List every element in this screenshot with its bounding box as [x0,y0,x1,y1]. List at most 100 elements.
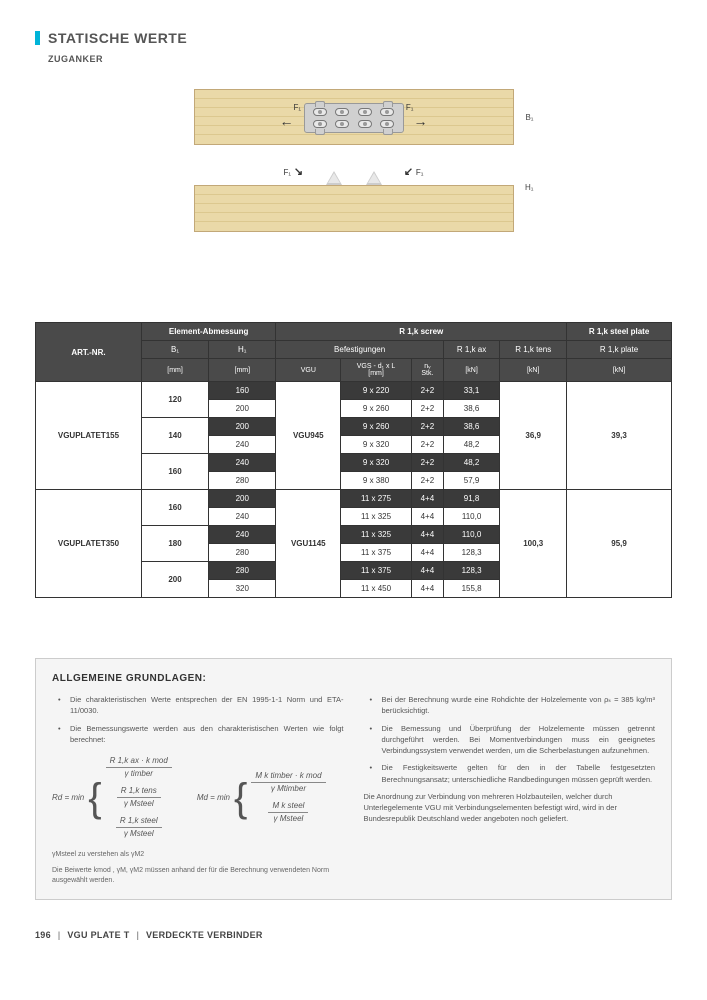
cell-rtens: 36,9 [500,382,567,490]
cell-vgs: 9 x 320 [341,454,412,472]
notes-col-right: Bei der Berechnung wurde eine Rohdichte … [364,694,656,885]
dim-b1: B₁ [525,113,533,122]
accent-bar [35,31,40,45]
page-title: STATISCHE WERTE [48,30,187,46]
page-footer: 196 | VGU PLATE T | VERDECKTE VERBINDER [35,930,672,940]
cell-nv: 4+4 [411,526,443,544]
cell-h1: 200 [209,418,276,436]
formula-md: Md = min { M k timber · k modγ Mtimber M… [197,770,326,825]
th-rscrew: R 1,k screw [276,323,567,341]
cell-b1: 180 [141,526,208,562]
cell-h1: 240 [209,526,276,544]
cell-b1: 120 [141,382,208,418]
notes-title: ALLGEMEINE GRUNDLAGEN: [52,673,655,684]
th-rplate-h: R 1,k steel plate [567,323,672,341]
values-table: ART.-NR. Element-Abmessung R 1,k screw R… [35,322,672,598]
cell-b1: 200 [141,562,208,598]
footer-product: VGU PLATE T [67,930,129,940]
footnote-2: Die Beiwerte kmod , γM, γM2 müssen anhan… [52,866,344,886]
th-rax-unit: [kN] [443,359,499,382]
th-rplate-unit: [kN] [567,359,672,382]
cell-rax: 110,0 [443,526,499,544]
th-elem: Element-Abmessung [141,323,275,341]
th-b1-unit: [mm] [141,359,208,382]
cell-rtens: 100,3 [500,490,567,598]
table-head: ART.-NR. Element-Abmessung R 1,k screw R… [36,323,672,382]
cell-art: VGUPLATET350 [36,490,142,598]
th-rax: R 1,k ax [443,341,499,359]
cell-vgs: 11 x 275 [341,490,412,508]
table-body: VGUPLATET155120160VGU9459 x 2202+233,136… [36,382,672,598]
cell-nv: 2+2 [411,436,443,454]
cell-vgs: 9 x 220 [341,382,412,400]
note-item: Die Bemessung und Überprüfung der Holzel… [374,723,656,757]
notes-box: ALLGEMEINE GRUNDLAGEN: Die charakteristi… [35,658,672,900]
diagrams: ← → F₁ F₁ B₁ F₁ ↘ ↙ F₁ H₁ [35,89,672,232]
cell-rax: 38,6 [443,400,499,418]
footnote-1: γMsteel zu verstehen als γM2 [52,850,344,860]
cell-h1: 280 [209,562,276,580]
note-item: Bei der Berechnung wurde eine Rohdichte … [374,694,656,717]
table-row: VGUPLATET155120160VGU9459 x 2202+233,136… [36,382,672,400]
th-art: ART.-NR. [36,323,142,382]
cell-nv: 2+2 [411,400,443,418]
cell-vgs: 9 x 260 [341,400,412,418]
diagram-top-view: ← → F₁ F₁ B₁ [194,89,514,145]
cell-h1: 240 [209,508,276,526]
force-arrow-right: → [414,113,428,129]
cell-h1: 280 [209,472,276,490]
th-rplate: R 1,k plate [567,341,672,359]
cell-rax: 155,8 [443,580,499,598]
th-vgs: VGS - d₁ x L[mm] [341,359,412,382]
cell-nv: 2+2 [411,454,443,472]
note-item: Die charakteristischen Werte entsprechen… [62,694,344,717]
cell-h1: 240 [209,454,276,472]
cell-rax: 48,2 [443,436,499,454]
cell-rax: 48,2 [443,454,499,472]
footer-category: VERDECKTE VERBINDER [146,930,263,940]
cell-rax: 110,0 [443,508,499,526]
cell-nv: 4+4 [411,544,443,562]
th-rtens-unit: [kN] [500,359,567,382]
cell-art: VGUPLATET155 [36,382,142,490]
cell-rax: 91,8 [443,490,499,508]
cell-nv: 2+2 [411,472,443,490]
cell-vgs: 11 x 325 [341,526,412,544]
cell-vgs: 9 x 260 [341,418,412,436]
cell-h1: 240 [209,436,276,454]
cell-vgs: 9 x 320 [341,436,412,454]
force-label-right: F₁ [406,103,414,112]
th-rtens: R 1,k tens [500,341,567,359]
cell-vgu: VGU945 [276,382,341,490]
cell-h1: 320 [209,580,276,598]
cell-nv: 4+4 [411,580,443,598]
cell-vgs: 9 x 380 [341,472,412,490]
cell-rax: 38,6 [443,418,499,436]
cell-nv: 4+4 [411,508,443,526]
cell-nv: 4+4 [411,562,443,580]
cell-vgs: 11 x 375 [341,562,412,580]
th-vgu: VGU [276,359,341,382]
cell-rplate: 95,9 [567,490,672,598]
page-title-row: STATISCHE WERTE [35,30,672,46]
th-bef: Befestigungen [276,341,443,359]
cell-vgu: VGU1145 [276,490,341,598]
force-arrow-left: ← [280,113,294,129]
notes-extra: Die Anordnung zur Verbindung von mehrere… [364,791,656,825]
cell-rax: 33,1 [443,382,499,400]
cell-vgs: 11 x 450 [341,580,412,598]
page-subtitle: ZUGANKER [48,54,672,64]
th-h1: H₁ [209,341,276,359]
th-b1: B₁ [141,341,208,359]
footer-page: 196 [35,930,51,940]
cell-b1: 160 [141,490,208,526]
note-item: Die Bemessungswerte werden aus den chara… [62,723,344,746]
connector-plate [304,103,404,133]
cell-rplate: 39,3 [567,382,672,490]
notes-col-left: Die charakteristischen Werte entsprechen… [52,694,344,885]
cell-b1: 160 [141,454,208,490]
cell-rax: 128,3 [443,562,499,580]
cell-vgs: 11 x 325 [341,508,412,526]
cell-h1: 200 [209,490,276,508]
force-label-left: F₁ [294,103,302,112]
